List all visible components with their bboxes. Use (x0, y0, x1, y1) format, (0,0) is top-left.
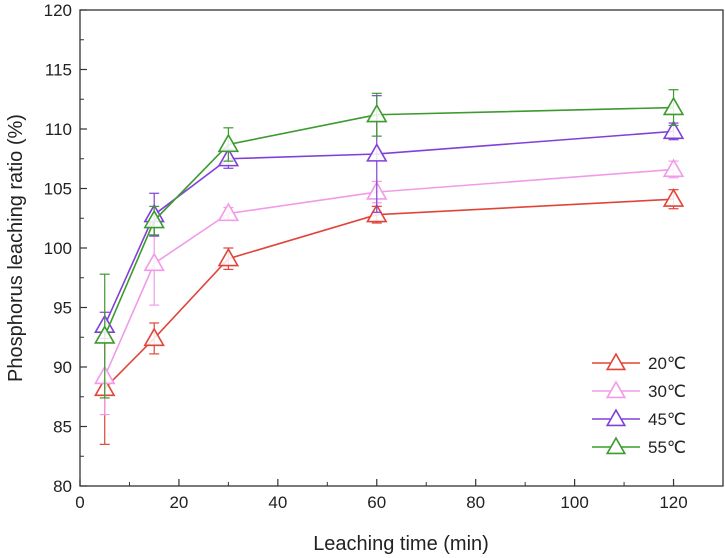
legend-marker (605, 408, 627, 427)
x-tick-label: 80 (466, 493, 485, 512)
data-point (366, 103, 388, 123)
series-layer (94, 89, 685, 445)
x-axis-title: Leaching time (min) (313, 533, 489, 555)
data-point (217, 133, 240, 153)
y-axis: 80 85 90 95 100 105 110 115 120 (44, 1, 87, 496)
data-point (366, 203, 388, 223)
series-1 (94, 188, 685, 445)
data-point (217, 202, 240, 222)
x-tick-label: 40 (268, 493, 287, 512)
y-tick-label: 95 (53, 299, 72, 318)
legend-item: 45℃ (592, 408, 686, 429)
legend-marker (605, 380, 627, 399)
legend-box (585, 345, 697, 465)
y-tick-label: 85 (53, 418, 72, 437)
legend-item: 20℃ (592, 352, 686, 373)
y-axis-title: Phosphorus leaching ratio (%) (5, 114, 27, 382)
data-point (662, 96, 685, 116)
data-point (94, 324, 116, 344)
legend: 20℃ 30℃ 45℃ 55℃ (592, 352, 686, 457)
series-3 (94, 95, 685, 340)
series-line (104, 130, 674, 326)
x-tick-label: 0 (75, 493, 84, 512)
legend-item: 30℃ (592, 380, 686, 401)
legend-marker (605, 352, 627, 371)
data-point (662, 158, 685, 178)
legend-marker (605, 436, 627, 455)
x-tick-label: 100 (560, 493, 588, 512)
x-axis: 0 20 40 60 80 100 120 (75, 479, 724, 512)
series-line (103, 106, 674, 337)
y-tick-label: 115 (45, 61, 72, 80)
legend-label: 30℃ (648, 382, 686, 401)
y-tick-label: 100 (44, 239, 72, 258)
legend-label: 55℃ (648, 438, 686, 457)
data-point (143, 209, 165, 229)
data-point (366, 142, 388, 162)
data-point (662, 188, 685, 207)
y-tick-label: 120 (44, 1, 72, 20)
y-tick-label: 105 (44, 180, 72, 199)
legend-label: 45℃ (648, 410, 686, 429)
y-tick-label: 110 (45, 120, 72, 139)
data-point (662, 120, 685, 140)
y-tick-label: 90 (53, 358, 72, 377)
legend-item: 55℃ (592, 436, 686, 457)
data-point (217, 247, 240, 267)
x-tick-label: 60 (367, 493, 386, 512)
data-point (143, 252, 165, 272)
y-tick-label: 80 (53, 477, 72, 496)
x-tick-label: 20 (169, 493, 188, 512)
x-tick-label: 120 (659, 493, 687, 512)
series-4 (94, 89, 685, 399)
legend-label: 20℃ (648, 354, 686, 373)
data-point (143, 327, 165, 347)
